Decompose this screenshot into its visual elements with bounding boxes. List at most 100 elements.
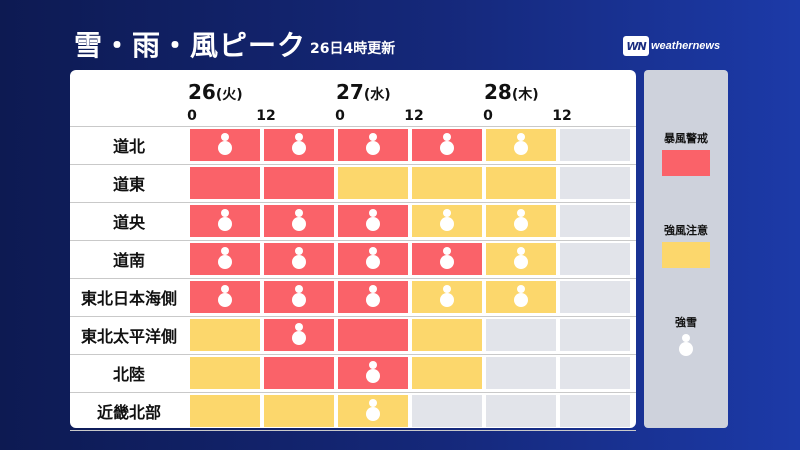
row-divider <box>70 392 636 393</box>
snow-icon <box>440 247 454 271</box>
snow-icon <box>292 133 306 157</box>
hour-label: 0 <box>483 108 493 124</box>
forecast-cell <box>560 243 630 275</box>
forecast-cell <box>264 129 334 161</box>
forecast-cell <box>338 281 408 313</box>
forecast-cell <box>560 357 630 389</box>
hour-label: 12 <box>552 108 572 124</box>
forecast-cell <box>560 319 630 351</box>
forecast-cell <box>486 167 556 199</box>
snow-icon <box>514 133 528 157</box>
forecast-cell <box>338 243 408 275</box>
snow-icon <box>514 247 528 271</box>
forecast-cell <box>412 395 482 427</box>
hour-label: 0 <box>335 108 345 124</box>
snow-icon <box>440 209 454 233</box>
legend-gale-advisory-swatch <box>662 242 710 268</box>
forecast-cell <box>412 357 482 389</box>
legend-gale-advisory-label: 強風注意 <box>664 224 708 237</box>
snow-icon <box>440 285 454 309</box>
snow-icon <box>292 209 306 233</box>
day-header: 27(水) <box>336 80 391 104</box>
row-divider <box>70 240 636 241</box>
row-divider <box>70 164 636 165</box>
snow-icon <box>292 323 306 347</box>
forecast-cell <box>338 129 408 161</box>
snow-icon <box>366 209 380 233</box>
forecast-cell <box>190 243 260 275</box>
forecast-cell <box>338 205 408 237</box>
snow-icon <box>514 285 528 309</box>
forecast-cell <box>486 281 556 313</box>
forecast-cell <box>264 243 334 275</box>
forecast-table: 26(火) 27(水) 28(木) 0 12 0 12 0 12 道北 道東 道央道… <box>70 70 636 431</box>
forecast-cell <box>412 243 482 275</box>
brand-logo: WN weathernews <box>623 36 720 56</box>
row-divider <box>70 278 636 279</box>
forecast-cell <box>264 167 334 199</box>
forecast-cell <box>264 357 334 389</box>
forecast-cell <box>486 129 556 161</box>
snow-icon <box>292 247 306 271</box>
day-weekday: (木) <box>511 87 539 103</box>
snow-icon <box>366 247 380 271</box>
snow-icon <box>514 209 528 233</box>
forecast-cell <box>560 281 630 313</box>
hour-label: 12 <box>404 108 424 124</box>
legend-heavy-snow-label: 強雪 <box>675 316 697 329</box>
forecast-cell <box>338 357 408 389</box>
forecast-cell <box>486 243 556 275</box>
day-header: 26(火) <box>188 80 243 104</box>
row-divider <box>70 202 636 203</box>
day-weekday: (火) <box>215 87 243 103</box>
forecast-cell <box>190 167 260 199</box>
forecast-cell <box>560 395 630 427</box>
region-label: 道東 <box>112 175 145 194</box>
snow-icon <box>366 361 380 385</box>
forecast-cell <box>412 281 482 313</box>
row-divider <box>70 316 636 317</box>
forecast-cell <box>338 395 408 427</box>
day-date: 28 <box>484 80 512 104</box>
forecast-cell <box>264 281 334 313</box>
forecast-cell <box>264 395 334 427</box>
region-label: 道南 <box>112 251 145 270</box>
hour-label: 0 <box>187 108 197 124</box>
forecast-cell <box>338 319 408 351</box>
forecast-cell <box>190 395 260 427</box>
forecast-cell <box>486 319 556 351</box>
row-divider <box>70 354 636 355</box>
brand-name: weathernews <box>651 40 721 52</box>
day-date: 27 <box>336 80 364 104</box>
forecast-cell <box>190 129 260 161</box>
forecast-cell <box>412 205 482 237</box>
snow-icon <box>218 133 232 157</box>
snow-icon <box>366 285 380 309</box>
snow-icon <box>218 247 232 271</box>
region-label: 道北 <box>112 137 145 156</box>
forecast-cell <box>560 167 630 199</box>
update-time: 26日4時更新 <box>310 41 396 57</box>
region-label: 近畿北部 <box>96 403 161 422</box>
legend-storm-warning-swatch <box>662 150 710 176</box>
forecast-cell <box>560 205 630 237</box>
forecast-cell <box>338 167 408 199</box>
day-date: 26 <box>188 80 216 104</box>
forecast-cell <box>486 205 556 237</box>
day-header: 28(木) <box>484 80 539 104</box>
hour-label: 12 <box>256 108 276 124</box>
forecast-cell <box>412 167 482 199</box>
forecast-cell <box>190 357 260 389</box>
snow-icon <box>218 209 232 233</box>
legend-snow-icon <box>679 334 693 358</box>
snow-icon <box>366 133 380 157</box>
forecast-cell <box>560 129 630 161</box>
region-label: 東北日本海側 <box>80 289 177 308</box>
brand-mark-icon: WN <box>623 36 649 56</box>
legend: 暴風警戒 強風注意 強雪 <box>644 70 728 428</box>
forecast-cell <box>486 357 556 389</box>
region-label: 東北太平洋側 <box>80 327 177 346</box>
day-weekday: (水) <box>363 87 391 103</box>
forecast-cell <box>412 129 482 161</box>
legend-storm-warning-label: 暴風警戒 <box>664 132 708 145</box>
